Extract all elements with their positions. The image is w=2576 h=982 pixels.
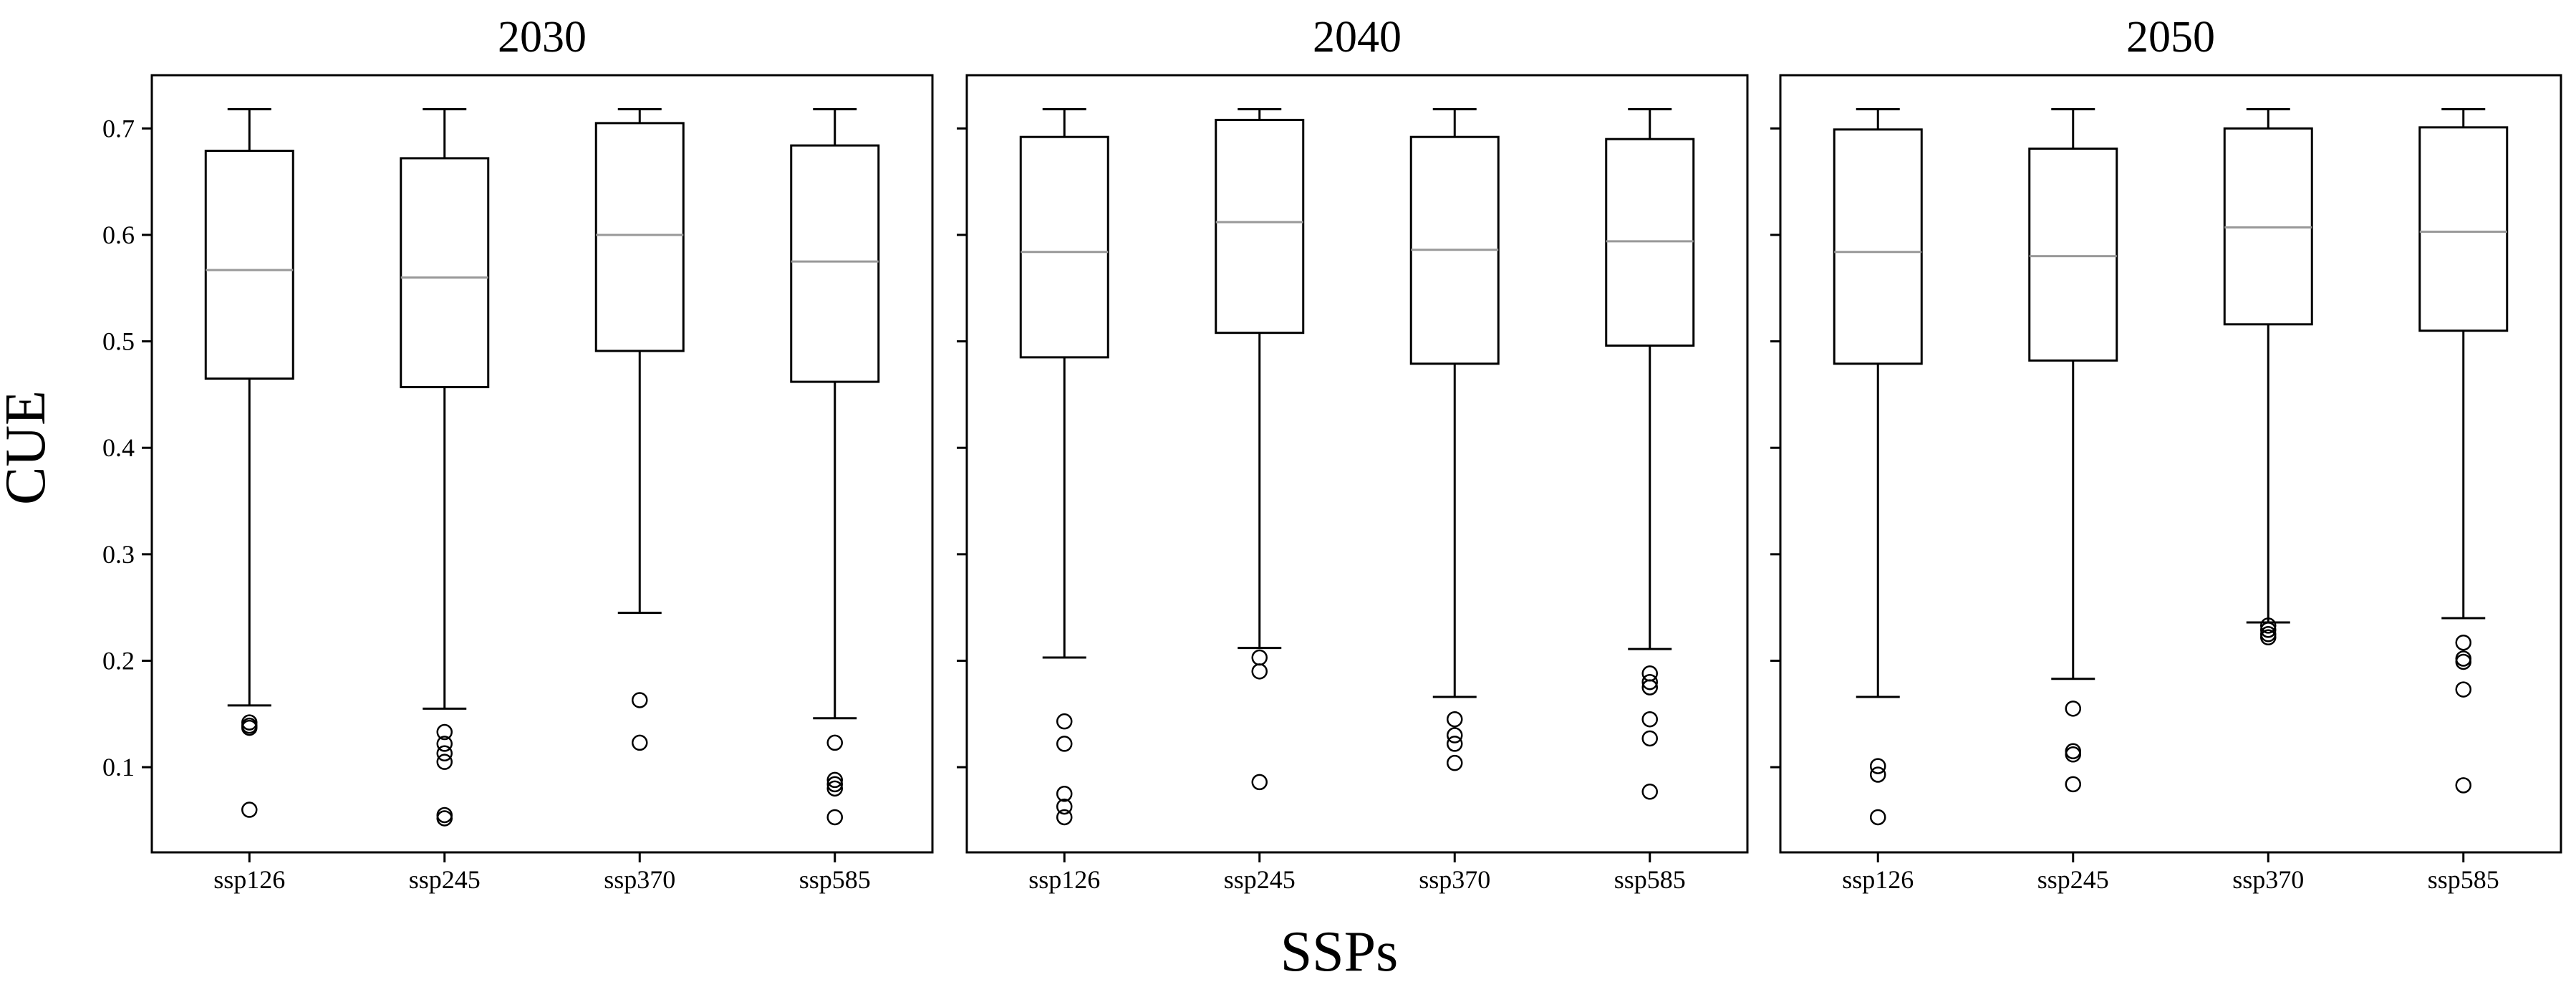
outlier-point (2065, 776, 2081, 793)
box-ssp245: ssp245 (2028, 108, 2118, 894)
outlier-point (1870, 809, 1886, 826)
outlier-point (1641, 673, 1658, 690)
box-ssp245: ssp245 (400, 108, 490, 894)
outlier-point (1641, 784, 1658, 800)
panel-2050: 2050 ssp126 ssp245 ssp370 ssp585 (1770, 13, 2562, 894)
x-tick-label: ssp245 (1224, 865, 1296, 894)
iqr-box (790, 144, 880, 383)
outlier-point (2455, 634, 2471, 651)
outlier-point (1447, 711, 1463, 728)
outlier-point (436, 736, 453, 752)
outlier-point (826, 780, 843, 797)
iqr-box (594, 122, 685, 352)
x-tick-label: ssp370 (1419, 865, 1490, 894)
box-ssp126: ssp126 (1833, 108, 1923, 894)
box-ssp585: ssp585 (1605, 108, 1695, 894)
box-ssp370: ssp370 (2223, 108, 2313, 894)
outlier-point (2260, 629, 2277, 646)
outlier-point (1056, 809, 1073, 826)
box-ssp585: ssp585 (2418, 108, 2509, 894)
outlier-point (2455, 681, 2471, 698)
y-tick-label: 0.4 (102, 433, 135, 462)
iqr-box (1833, 128, 1923, 365)
x-tick-label: ssp245 (2037, 865, 2109, 894)
x-tick-label: ssp370 (604, 865, 675, 894)
outlier-point (1870, 766, 1886, 783)
outlier-point (1447, 736, 1463, 752)
outlier-point (1870, 758, 1886, 774)
x-tick-label: ssp126 (1028, 865, 1100, 894)
outlier-point (2455, 653, 2471, 670)
outlier-point (2260, 617, 2277, 634)
iqr-box (400, 157, 490, 388)
y-tick-label: 0.2 (102, 646, 135, 675)
outlier-point (436, 810, 453, 827)
outlier-point (1447, 754, 1463, 771)
panel-title: 2050 (2126, 13, 2215, 62)
x-tick-label: ssp585 (799, 865, 871, 894)
outlier-point (1056, 736, 1073, 752)
iqr-box (2418, 126, 2509, 332)
iqr-box (204, 150, 294, 380)
outlier-point (436, 754, 453, 770)
outlier-point (1056, 786, 1073, 802)
box-ssp370: ssp370 (1409, 108, 1500, 894)
outlier-point (1251, 774, 1268, 791)
outlier-point (632, 734, 648, 751)
y-tick-label: 0.6 (102, 221, 135, 249)
outlier-point (1641, 711, 1658, 728)
iqr-box (1215, 118, 1305, 334)
panel-frame (1779, 74, 2562, 854)
x-tick-label: ssp126 (1842, 865, 1914, 894)
box-ssp370: ssp370 (594, 108, 685, 894)
outlier-point (1251, 663, 1268, 680)
outlier-point (1641, 730, 1658, 747)
outlier-point (1447, 727, 1463, 743)
outlier-point (241, 802, 258, 818)
x-tick-label: ssp585 (1614, 865, 1686, 894)
y-tick-label: 0.1 (102, 753, 135, 781)
panel-2040: 2040 ssp126 ssp245 ssp370 ssp585 (957, 13, 1749, 894)
outlier-point (436, 723, 453, 741)
outlier-point (826, 776, 843, 793)
panel-title: 2030 (498, 13, 587, 62)
outlier-point (1056, 798, 1073, 815)
y-tick-label: 0.5 (102, 327, 135, 356)
outlier-point (826, 809, 843, 826)
outlier-point (632, 692, 648, 708)
iqr-box (1019, 135, 1109, 359)
outlier-point (241, 719, 258, 736)
outlier-point (436, 745, 453, 762)
panel-title: 2040 (1313, 13, 1402, 62)
box-ssp245: ssp245 (1215, 108, 1305, 894)
x-axis-label: SSPs (1280, 920, 1399, 982)
box-ssp126: ssp126 (1019, 108, 1109, 894)
outlier-point (1056, 713, 1073, 730)
outlier-point (2260, 622, 2277, 638)
panel-frame (150, 74, 934, 854)
outlier-point (826, 771, 843, 789)
x-tick-label: ssp585 (2428, 865, 2499, 894)
x-tick-label: ssp370 (2232, 865, 2304, 894)
iqr-box (2028, 148, 2118, 362)
outlier-point (1641, 679, 1658, 695)
x-tick-label: ssp245 (409, 865, 481, 894)
panel-2030: 2030 0.1 0.2 0.3 0.4 0.5 0.6 0.7 ssp126 ssp245 ssp… (102, 13, 934, 894)
y-tick-label: 0.3 (102, 540, 135, 569)
y-axis-label: CUE (0, 390, 57, 505)
chart-panels: 2030 0.1 0.2 0.3 0.4 0.5 0.6 0.7 ssp126 ssp245 ssp… (102, 13, 2562, 894)
outlier-point (826, 734, 843, 751)
outlier-point (2065, 701, 2081, 717)
outlier-point (2455, 777, 2471, 794)
outlier-point (2065, 746, 2081, 763)
box-ssp126: ssp126 (204, 108, 294, 894)
x-tick-label: ssp126 (213, 865, 285, 894)
y-tick-label: 0.7 (102, 114, 135, 143)
panel-frame (965, 74, 1749, 854)
box-ssp585: ssp585 (790, 108, 880, 894)
